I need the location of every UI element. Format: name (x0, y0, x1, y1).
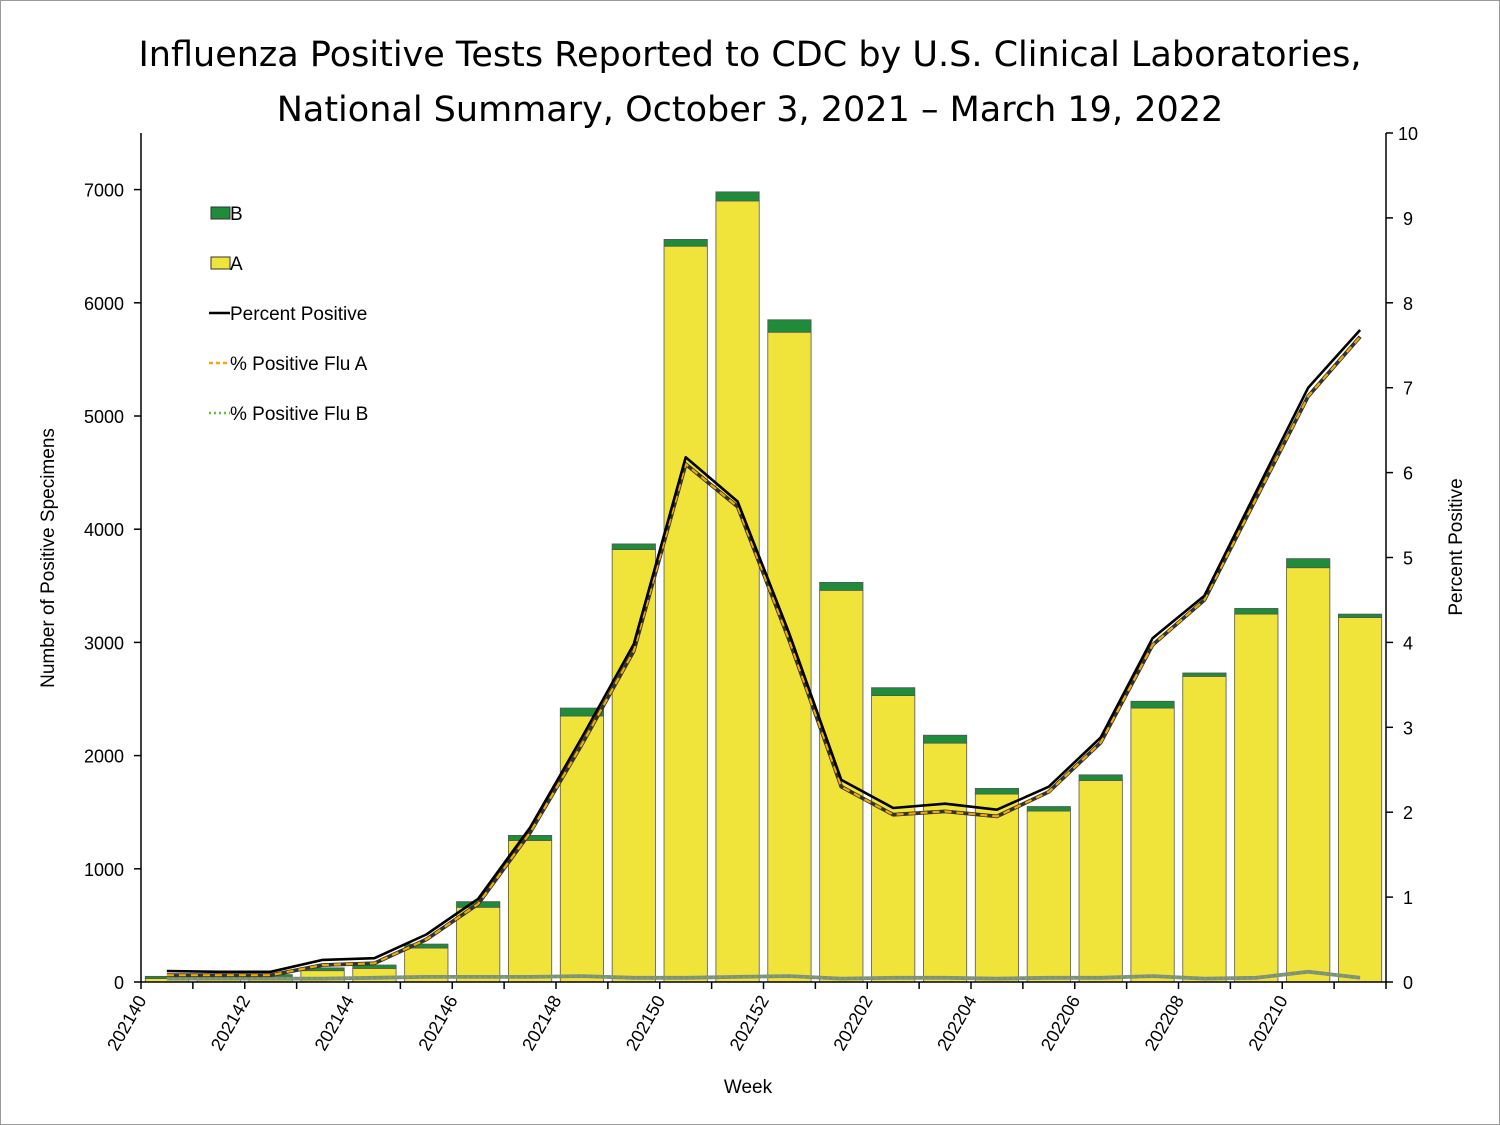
bar-a-202202 (871, 695, 916, 983)
legend-swatch-a (210, 256, 231, 270)
bar-b-202208 (1182, 672, 1227, 677)
bar-b-202147 (508, 835, 553, 841)
series-line-shadow-positive-flu-a (166, 335, 1362, 978)
bar-b-202152 (767, 319, 812, 333)
y-right-tick-label-0: 0 (1403, 973, 1413, 993)
y-right-tick-label-9: 9 (1403, 209, 1413, 229)
series-line-percent-positive (166, 329, 1362, 974)
y-right-tick-label-3: 3 (1403, 718, 1413, 738)
y-right-tick-label-7: 7 (1403, 379, 1413, 399)
bar-a-202203 (923, 742, 968, 983)
legend-label-a: A (230, 254, 243, 275)
x-tick-label-202140: 202140 (103, 992, 150, 1054)
legend-label-positive-flu-a: % Positive Flu A (230, 354, 368, 375)
bar-b-202145 (404, 943, 449, 949)
y-axis-left-label: Number of Positive Specimens (38, 428, 59, 688)
x-tick-label-202148: 202148 (518, 992, 565, 1054)
bar-b-202203 (923, 734, 968, 744)
bar-b-202205 (1026, 806, 1071, 812)
bar-b-202150 (663, 239, 708, 247)
bar-a-202148 (559, 715, 604, 983)
y-right-tick-label-4: 4 (1403, 633, 1413, 653)
x-tick-label-202204: 202204 (933, 992, 980, 1054)
series-line-positive-flu-a (166, 336, 1361, 977)
bar-a-202209 (1234, 613, 1279, 983)
y-right-tick-label-2: 2 (1403, 803, 1413, 823)
y-left-tick-label-5000: 5000 (84, 407, 124, 427)
bars-layer (144, 191, 1383, 983)
x-tick-label-202146: 202146 (414, 992, 461, 1054)
x-tick-label-202142: 202142 (207, 992, 254, 1054)
y-left-tick-label-0: 0 (114, 973, 124, 993)
x-tick-label-202152: 202152 (726, 992, 773, 1054)
chart-title-line-1: Influenza Positive Tests Reported to CDC… (138, 35, 1362, 75)
x-tick-label-202150: 202150 (622, 992, 669, 1054)
chart-title: Influenza Positive Tests Reported to CDC… (0, 28, 1500, 138)
lines-layer (166, 329, 1362, 981)
y-right-tick-label-6: 6 (1403, 464, 1413, 484)
y-left-tick-label-2000: 2000 (84, 747, 124, 767)
y-left-tick-label-4000: 4000 (84, 520, 124, 540)
y-left-tick-label-7000: 7000 (84, 181, 124, 201)
bar-a-202205 (1026, 810, 1071, 983)
x-tick-label-202206: 202206 (1037, 992, 1084, 1054)
legend: B A Percent Positive % Positive Flu A % Posi… (209, 204, 368, 425)
x-axis-label: Week (724, 1077, 773, 1098)
bar-b-202204 (974, 788, 1019, 795)
bar-a-202149 (611, 549, 656, 983)
bar-a-202150 (663, 245, 708, 983)
bar-b-202201 (819, 582, 864, 591)
bar-b-202210 (1286, 558, 1331, 569)
bar-a-202147 (508, 840, 553, 983)
legend-label-percent-positive: Percent Positive (230, 304, 367, 325)
legend-label-positive-flu-b: % Positive Flu B (230, 404, 368, 425)
bar-b-202207 (1130, 700, 1175, 709)
bar-b-202209 (1234, 608, 1279, 615)
bar-a-202211 (1338, 617, 1383, 983)
y-left-tick-label-6000: 6000 (84, 294, 124, 314)
legend-swatch-b (210, 206, 231, 220)
y-left-tick-label-3000: 3000 (84, 633, 124, 653)
bar-a-202204 (974, 793, 1019, 983)
bar-b-202149 (611, 543, 656, 550)
y-right-tick-label-5: 5 (1403, 549, 1413, 569)
chart-title-line-2: National Summary, October 3, 2021 – Marc… (276, 90, 1224, 130)
x-tick-label-202210: 202210 (1244, 992, 1291, 1054)
bar-a-202208 (1182, 675, 1227, 983)
bar-a-202144 (352, 968, 397, 983)
bar-b-202202 (871, 687, 916, 697)
bar-a-202207 (1130, 707, 1175, 983)
bar-b-202148 (559, 707, 604, 717)
y-right-tick-label-8: 8 (1403, 294, 1413, 314)
bar-a-202210 (1286, 567, 1331, 983)
bar-b-202151 (715, 191, 760, 202)
x-tick-label-202144: 202144 (311, 992, 358, 1054)
legend-label-b: B (230, 204, 243, 225)
bar-a-202146 (456, 906, 501, 983)
y-right-tick-label-1: 1 (1403, 888, 1413, 908)
bar-a-202206 (1078, 780, 1123, 983)
y-left-tick-label-1000: 1000 (84, 860, 124, 880)
bar-a-202152 (767, 331, 812, 983)
bar-a-202151 (715, 200, 760, 983)
series-line-positive-flu-b (166, 970, 1361, 980)
y-right-tick-label-10: 10 (1398, 124, 1418, 144)
bar-b-202211 (1338, 613, 1383, 618)
y-axis-right-label: Percent Positive (1446, 478, 1467, 615)
bar-b-202206 (1078, 774, 1123, 781)
x-tick-label-202202: 202202 (829, 992, 876, 1054)
x-tick-label-202208: 202208 (1141, 992, 1188, 1054)
